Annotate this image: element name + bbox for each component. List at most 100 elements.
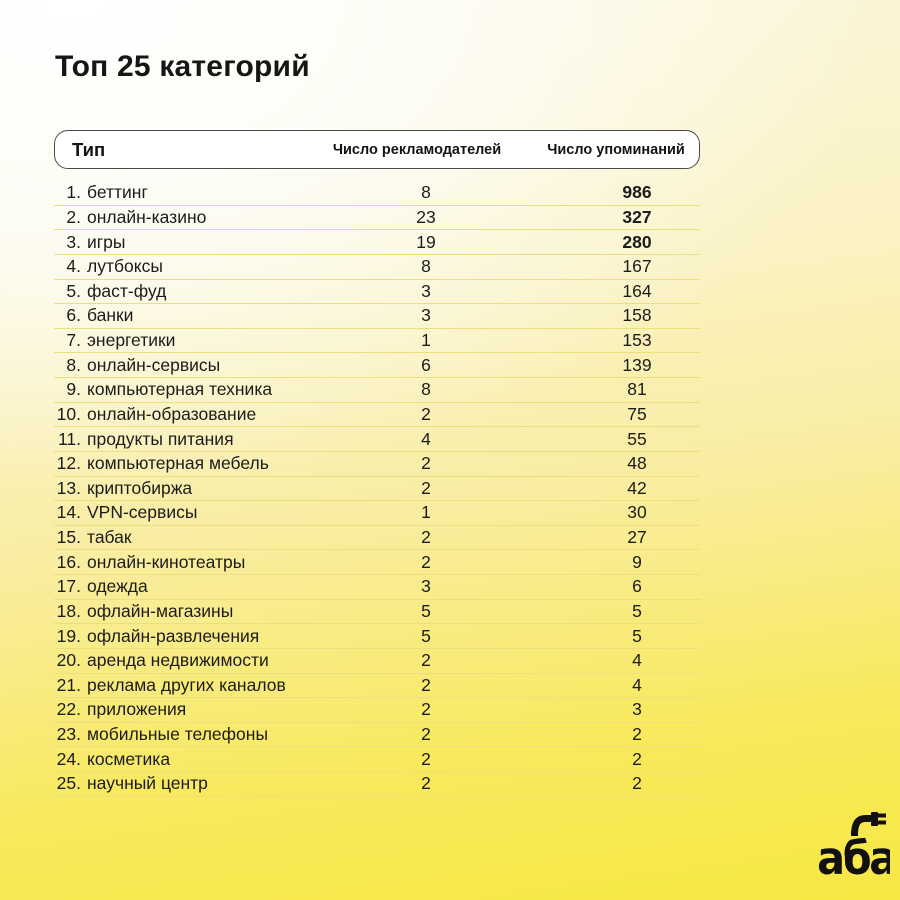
table-row: 22. приложения 2 3 xyxy=(54,698,700,723)
rank-number: 4. xyxy=(66,256,81,277)
advertisers-count-cell: 2 xyxy=(421,699,431,720)
category-name: приложения xyxy=(87,699,187,720)
advertisers-count-cell: 3 xyxy=(421,305,431,326)
mentions-count-cell: 55 xyxy=(627,428,647,449)
category-cell: 1. беттинг xyxy=(54,182,350,203)
aba-logo: аба xyxy=(817,810,897,885)
advertisers-count-cell: 1 xyxy=(421,502,431,523)
advertisers-count-cell: 1 xyxy=(421,330,431,351)
mentions-count-cell: 5 xyxy=(632,600,642,621)
table-row: 24. косметика 2 2 xyxy=(54,747,700,772)
column-header-advertisers: Число рекламодателей xyxy=(332,141,502,158)
category-name: беттинг xyxy=(87,182,148,203)
table-header-row: Тип Число рекламодателей Число упоминани… xyxy=(54,130,700,169)
category-cell: 8. онлайн-сервисы xyxy=(54,355,350,376)
rank-number: 1. xyxy=(66,182,81,203)
table-row: 18. офлайн-магазины 5 5 xyxy=(54,600,700,625)
table-row: 9. компьютерная техника 8 81 xyxy=(54,378,700,403)
mentions-count-cell: 4 xyxy=(632,650,642,671)
category-name: мобильные телефоны xyxy=(87,724,269,745)
rank-number: 16. xyxy=(56,551,81,572)
plug-prong-top xyxy=(877,813,886,818)
category-name: VPN-сервисы xyxy=(87,502,198,523)
category-cell: 7. энергетики xyxy=(54,330,350,351)
advertisers-count-cell: 8 xyxy=(421,256,431,277)
plug-cord xyxy=(851,815,873,836)
table-row: 5. фаст-фуд 3 164 xyxy=(54,280,700,305)
table-row: 23. мобильные телефоны 2 2 xyxy=(54,723,700,748)
advertisers-count-cell: 2 xyxy=(421,724,431,745)
table-row: 2. онлайн-казино 23 327 xyxy=(54,206,700,231)
advertisers-count-cell: 2 xyxy=(421,650,431,671)
advertisers-count-cell: 8 xyxy=(421,379,431,400)
advertisers-count-cell: 2 xyxy=(421,477,431,498)
table-row: 16. онлайн-кинотеатры 2 9 xyxy=(54,550,700,575)
mentions-count-cell: 280 xyxy=(622,231,652,252)
category-cell: 11. продукты питания xyxy=(54,429,350,450)
advertisers-count-cell: 2 xyxy=(421,453,431,474)
category-cell: 14. VPN-сервисы xyxy=(54,502,350,523)
category-name: компьютерная мебель xyxy=(87,453,269,474)
mentions-count-cell: 164 xyxy=(622,280,652,301)
mentions-count-cell: 30 xyxy=(627,502,647,523)
rank-number: 10. xyxy=(56,403,81,424)
category-cell: 22. приложения xyxy=(54,699,350,720)
category-name: табак xyxy=(87,527,132,548)
category-name: онлайн-сервисы xyxy=(87,354,221,375)
category-cell: 2. онлайн-казино xyxy=(54,207,350,228)
category-name: научный центр xyxy=(87,773,208,794)
category-cell: 16. онлайн-кинотеатры xyxy=(54,552,350,573)
category-cell: 17. одежда xyxy=(54,576,350,597)
mentions-count-cell: 42 xyxy=(627,477,647,498)
rank-number: 7. xyxy=(66,330,81,351)
column-header-mentions: Число упоминаний xyxy=(547,141,685,158)
rank-number: 23. xyxy=(56,724,81,745)
rank-number: 15. xyxy=(56,527,81,548)
advertisers-count-cell: 19 xyxy=(416,231,436,252)
category-name: аренда недвижимости xyxy=(87,650,269,671)
rank-number: 24. xyxy=(56,748,81,769)
category-name: лутбоксы xyxy=(87,256,163,277)
table-row: 17. одежда 3 6 xyxy=(54,575,700,600)
rank-number: 3. xyxy=(66,231,81,252)
rank-number: 11. xyxy=(57,428,81,449)
category-cell: 9. компьютерная техника xyxy=(54,379,350,400)
table-row: 14. VPN-сервисы 1 30 xyxy=(54,501,700,526)
table-row: 8. онлайн-сервисы 6 139 xyxy=(54,353,700,378)
category-cell: 12. компьютерная мебель xyxy=(54,453,350,474)
mentions-count-cell: 3 xyxy=(632,699,642,720)
category-cell: 4. лутбоксы xyxy=(54,256,350,277)
mentions-count-cell: 4 xyxy=(632,674,642,695)
rank-number: 19. xyxy=(56,625,81,646)
mentions-count-cell: 2 xyxy=(632,773,642,794)
category-name: компьютерная техника xyxy=(87,379,273,400)
rank-number: 21. xyxy=(56,674,81,695)
table-row: 25. научный центр 2 2 xyxy=(54,772,700,797)
category-table: 1. беттинг 8 986 2. онлайн-казино 23 327 3. игры 1… xyxy=(54,181,700,797)
category-name: фаст-фуд xyxy=(87,280,167,301)
table-row: 20. аренда недвижимости 2 4 xyxy=(54,649,700,674)
page-title: Топ 25 категорий xyxy=(55,50,310,83)
table-row: 10. онлайн-образование 2 75 xyxy=(54,403,700,428)
advertisers-count-cell: 5 xyxy=(421,600,431,621)
table-row: 6. банки 3 158 xyxy=(54,304,700,329)
advertisers-count-cell: 3 xyxy=(421,576,431,597)
mentions-count-cell: 2 xyxy=(632,748,642,769)
mentions-count-cell: 986 xyxy=(622,182,652,203)
category-cell: 3. игры xyxy=(54,232,350,253)
advertisers-count-cell: 2 xyxy=(421,527,431,548)
rank-number: 20. xyxy=(56,650,81,671)
rank-number: 2. xyxy=(66,206,81,227)
category-cell: 10. онлайн-образование xyxy=(54,404,350,425)
category-name: криптобиржа xyxy=(87,477,193,498)
advertisers-count-cell: 4 xyxy=(421,428,431,449)
advertisers-count-cell: 2 xyxy=(421,403,431,424)
table-row: 1. беттинг 8 986 xyxy=(54,181,700,206)
mentions-count-cell: 75 xyxy=(627,403,647,424)
table-row: 19. офлайн-развлечения 5 5 xyxy=(54,624,700,649)
table-row: 3. игры 19 280 xyxy=(54,230,700,255)
category-cell: 13. криптобиржа xyxy=(54,478,350,499)
plug-head xyxy=(871,812,878,826)
category-name: офлайн-развлечения xyxy=(87,625,260,646)
category-name: энергетики xyxy=(87,330,176,351)
